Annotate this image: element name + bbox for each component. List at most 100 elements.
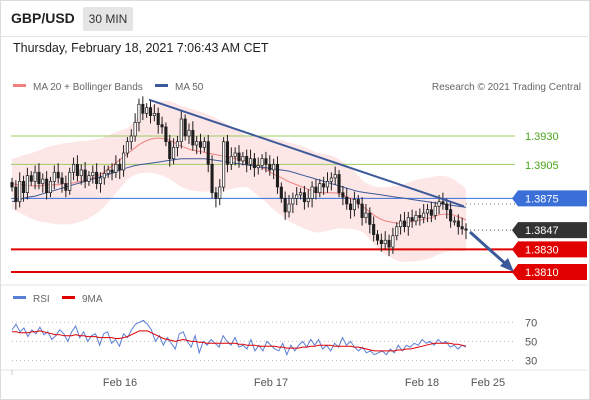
candle-body bbox=[137, 103, 141, 123]
candle-body bbox=[152, 112, 156, 116]
candle-body bbox=[37, 171, 41, 184]
price-tag-label: 1.3830 bbox=[525, 244, 559, 256]
candle-body bbox=[45, 178, 49, 194]
candle-body bbox=[329, 177, 333, 182]
candle-body bbox=[387, 239, 391, 248]
candle-body bbox=[225, 141, 230, 165]
timeframe-badge[interactable]: 30 MIN bbox=[83, 7, 133, 31]
candle-body bbox=[148, 107, 153, 116]
candle-body bbox=[87, 175, 91, 182]
candle-body bbox=[418, 214, 422, 218]
candle-body bbox=[460, 226, 464, 230]
price-tag-label: 1.3810 bbox=[525, 267, 559, 279]
candle-body bbox=[302, 192, 306, 203]
candle-body bbox=[322, 183, 326, 188]
candle-body bbox=[206, 141, 210, 165]
level-label-2: 1.3905 bbox=[525, 160, 559, 172]
candle-body bbox=[10, 182, 14, 188]
rsi-tick-label: 70 bbox=[525, 317, 537, 329]
candle-body bbox=[98, 177, 103, 184]
candle-body bbox=[156, 112, 160, 126]
candle-body bbox=[21, 180, 26, 194]
candle-body bbox=[56, 171, 60, 179]
candle-body bbox=[48, 180, 53, 194]
trendline bbox=[148, 98, 465, 208]
ma50-legend-label: MA 50 bbox=[175, 82, 204, 93]
candle-body bbox=[410, 217, 414, 222]
rsi-line bbox=[11, 319, 467, 357]
candlesticks bbox=[10, 96, 468, 257]
candle-body bbox=[433, 205, 437, 216]
candle-body bbox=[41, 178, 45, 184]
rsi-panel: 70 50 30 bbox=[11, 317, 537, 367]
candle-body bbox=[122, 152, 126, 171]
candle-body bbox=[310, 186, 314, 199]
candle-body bbox=[437, 201, 441, 207]
candle-body bbox=[233, 152, 237, 157]
header-divider bbox=[0, 36, 588, 37]
candle-body bbox=[391, 235, 395, 248]
candle-body bbox=[64, 183, 68, 191]
bollinger-bands bbox=[12, 101, 466, 262]
candle-body bbox=[210, 163, 214, 194]
candle-body bbox=[245, 156, 249, 165]
candle-body bbox=[222, 141, 226, 188]
level-label-1: 1.3930 bbox=[525, 131, 559, 143]
candle-body bbox=[291, 197, 295, 205]
bollinger-band-area bbox=[12, 101, 466, 262]
chart-header: GBP/USD 30 MIN bbox=[0, 0, 588, 36]
candle-body bbox=[445, 203, 449, 211]
candle-body bbox=[345, 196, 349, 205]
candle-body bbox=[191, 129, 195, 146]
credit-text: Research © 2021 Trading Central bbox=[432, 82, 581, 93]
x-tick-label: Feb 16 bbox=[103, 377, 137, 389]
price-tag-support bbox=[512, 241, 587, 258]
candle-body bbox=[375, 234, 380, 241]
price-tag-pivot bbox=[512, 190, 587, 207]
candle-body bbox=[299, 192, 303, 196]
candle-body bbox=[364, 212, 368, 218]
candle-body bbox=[14, 186, 18, 203]
candle-body bbox=[202, 141, 206, 148]
candle-body bbox=[452, 220, 457, 223]
candle-body bbox=[333, 174, 337, 179]
symbol-title: GBP/USD bbox=[11, 10, 75, 26]
candle-body bbox=[241, 156, 245, 162]
forecast-arrow-shaft bbox=[468, 230, 510, 268]
candle-body bbox=[275, 163, 280, 188]
candle-body bbox=[187, 129, 191, 137]
candle-body bbox=[464, 228, 468, 231]
rsi-tick-label: 30 bbox=[525, 355, 537, 367]
candle-body bbox=[314, 186, 318, 194]
candle-body bbox=[337, 174, 341, 194]
candle-body bbox=[198, 141, 203, 148]
candle-body bbox=[341, 192, 345, 198]
candle-body bbox=[52, 171, 56, 182]
candle-body bbox=[118, 163, 122, 171]
candle-body bbox=[164, 126, 168, 143]
candle-body bbox=[449, 209, 453, 222]
rsi-tick-label: 50 bbox=[525, 336, 537, 348]
candle-body bbox=[306, 197, 310, 203]
forecast-arrow-head bbox=[500, 258, 514, 272]
candle-body bbox=[83, 169, 87, 182]
candle-body bbox=[183, 118, 187, 137]
chart-datetime: Thursday, February 18, 2021 7:06:43 AM C… bbox=[13, 41, 269, 55]
candle-body bbox=[75, 163, 79, 177]
price-tag-label: 1.3875 bbox=[525, 193, 559, 205]
candle-body bbox=[218, 186, 222, 199]
candle-body bbox=[141, 103, 145, 114]
candle-body bbox=[441, 201, 445, 205]
candle-body bbox=[195, 141, 199, 146]
ma20-legend-swatch bbox=[13, 84, 26, 87]
candle-body bbox=[325, 180, 330, 188]
x-tick-label: Feb 25 bbox=[471, 377, 505, 389]
candle-body bbox=[129, 135, 133, 143]
candle-body bbox=[379, 239, 383, 245]
candle-body bbox=[264, 158, 268, 165]
candle-body bbox=[106, 169, 110, 174]
candle-body bbox=[110, 169, 114, 173]
candle-body bbox=[402, 220, 406, 228]
candle-body bbox=[268, 163, 272, 171]
